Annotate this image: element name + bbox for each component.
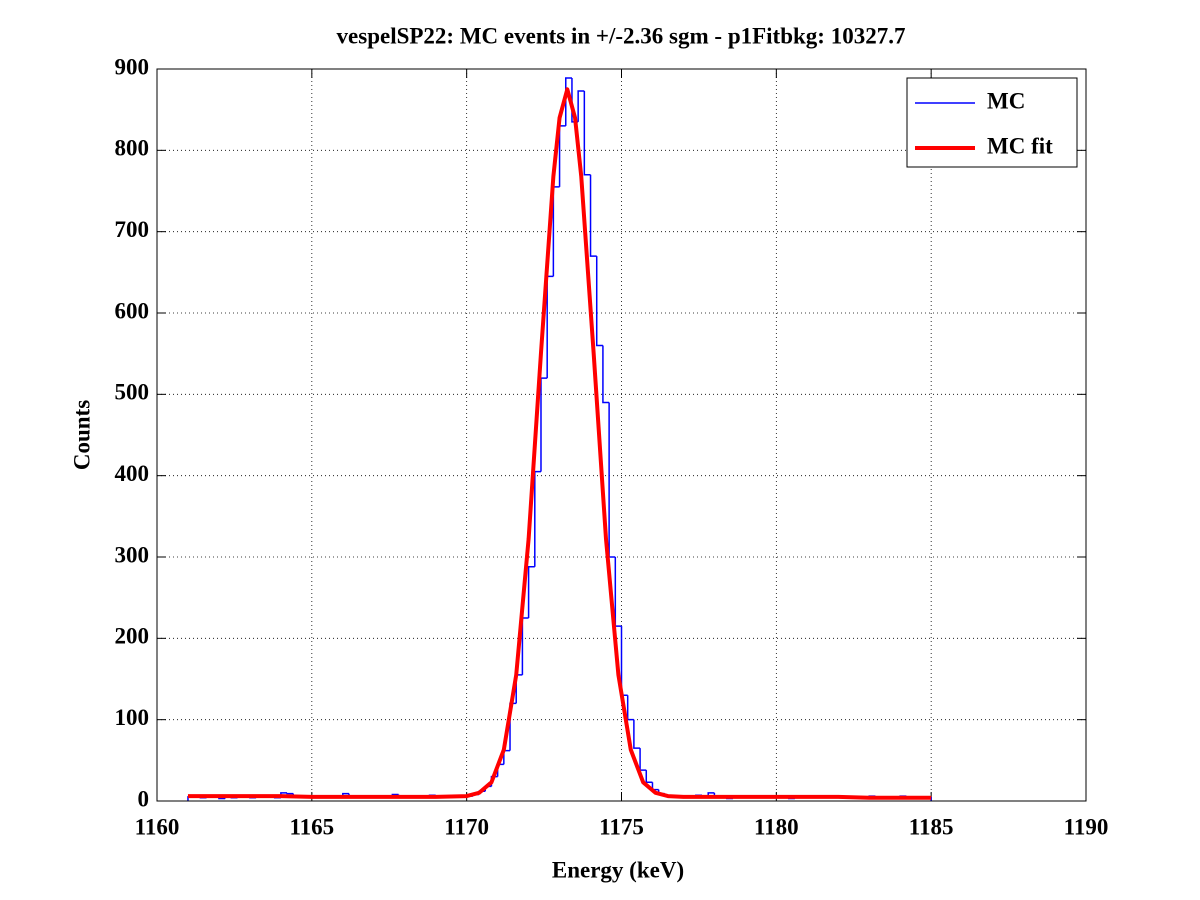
histogram-bin (589, 174, 597, 257)
y-tick-label: 900 (115, 54, 150, 79)
y-tick-label: 700 (115, 217, 150, 242)
x-tick-label: 1175 (599, 814, 644, 839)
y-axis-label: Counts (69, 400, 94, 470)
x-tick-label: 1165 (289, 814, 334, 839)
legend: MC MC fit (906, 77, 1078, 168)
histogram-bin (577, 90, 585, 122)
chart-title: vespelSP22: MC events in +/-2.36 sgm - p… (337, 23, 906, 48)
y-tick-label: 0 (138, 786, 150, 811)
y-tick-label: 300 (115, 542, 150, 567)
x-tick-label: 1180 (754, 814, 799, 839)
histogram-bin (286, 792, 294, 795)
axes-box (156, 68, 1087, 802)
histogram-bin (583, 90, 591, 176)
x-tick-label: 1185 (909, 814, 954, 839)
histogram-bin (595, 256, 603, 347)
y-tick-label: 500 (115, 380, 150, 405)
legend-label: MC (987, 88, 1025, 113)
fit-line (187, 87, 932, 800)
y-tick-label: 600 (115, 298, 150, 323)
legend-label: MC fit (987, 133, 1053, 158)
histogram-bin (633, 719, 641, 749)
y-tick-label: 400 (115, 461, 150, 486)
x-tick-label: 1170 (444, 814, 489, 839)
marks (187, 77, 932, 801)
y-tick-label: 100 (115, 705, 150, 730)
histogram-bin (565, 77, 572, 126)
x-axis-label: Energy (keV) (552, 857, 684, 882)
y-tick-label: 800 (115, 136, 150, 161)
histogram-bin (645, 770, 653, 784)
histogram-bin (527, 566, 535, 618)
x-tick-label: 1190 (1064, 814, 1109, 839)
legend-box (906, 77, 1078, 168)
x-tick-label: 1160 (135, 814, 180, 839)
histogram-bin (602, 345, 610, 404)
y-tick-label: 200 (115, 624, 150, 649)
